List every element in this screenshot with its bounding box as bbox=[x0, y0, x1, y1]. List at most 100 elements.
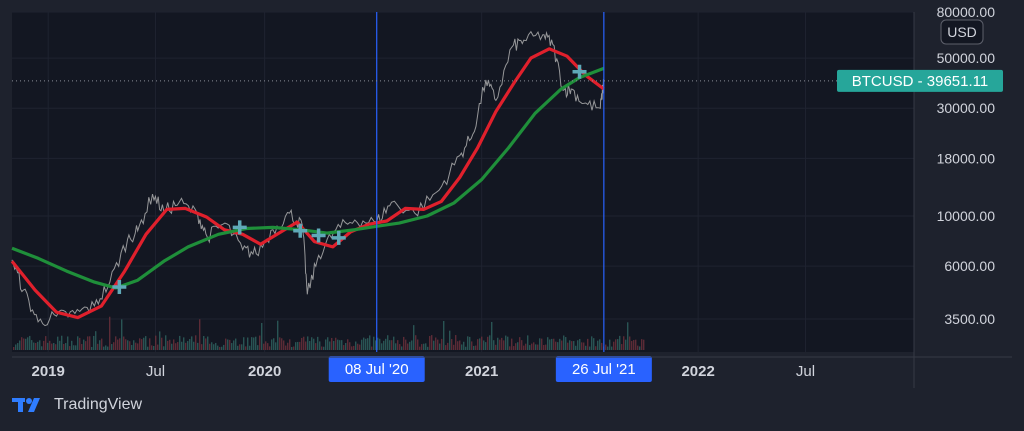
volume-bar bbox=[585, 345, 587, 350]
volume-bar bbox=[265, 341, 267, 350]
volume-bar bbox=[175, 343, 177, 350]
volume-bar bbox=[553, 338, 555, 350]
volume-bar bbox=[215, 342, 217, 350]
volume-bar bbox=[423, 343, 425, 350]
volume-bar bbox=[587, 338, 589, 350]
volume-bar bbox=[385, 338, 387, 350]
volume-bar bbox=[521, 340, 523, 350]
volume-bar bbox=[149, 338, 151, 350]
volume-bar bbox=[225, 338, 227, 350]
volume-bar bbox=[375, 340, 377, 350]
volume-bar bbox=[331, 337, 333, 350]
volume-bar bbox=[387, 335, 389, 350]
volume-bar bbox=[313, 338, 315, 350]
volume-bar bbox=[37, 341, 39, 350]
volume-bar bbox=[379, 338, 381, 350]
volume-bar bbox=[573, 341, 575, 350]
volume-bar bbox=[339, 340, 341, 350]
volume-bar bbox=[213, 344, 215, 350]
volume-bar bbox=[25, 338, 27, 350]
volume-bar bbox=[77, 336, 79, 350]
price-tag-bg bbox=[837, 69, 1003, 92]
volume-bar bbox=[307, 336, 309, 350]
volume-bar bbox=[439, 343, 441, 350]
volume-bar bbox=[23, 338, 25, 350]
volume-bar bbox=[619, 335, 621, 350]
volume-bar bbox=[425, 343, 427, 350]
brand-name: TradingView bbox=[54, 396, 143, 413]
volume-bar bbox=[243, 337, 245, 350]
volume-bar bbox=[451, 339, 453, 350]
volume-bar bbox=[511, 338, 513, 350]
volume-bar bbox=[169, 339, 171, 350]
volume-bar bbox=[105, 345, 107, 350]
volume-bar bbox=[199, 319, 201, 350]
volume-bar bbox=[443, 320, 445, 350]
volume-bar bbox=[83, 339, 85, 350]
volume-bar bbox=[491, 321, 493, 350]
volume-bar bbox=[613, 341, 615, 350]
volume-bar bbox=[293, 346, 295, 350]
volume-bar bbox=[185, 342, 187, 350]
y-tick-label: 6000.00 bbox=[944, 258, 995, 274]
volume-bar bbox=[389, 340, 391, 350]
volume-bar bbox=[115, 336, 117, 350]
volume-bar bbox=[413, 325, 415, 350]
volume-bar bbox=[455, 335, 457, 350]
volume-bar bbox=[309, 341, 311, 350]
volume-bar bbox=[49, 340, 51, 350]
volume-bar bbox=[597, 340, 599, 350]
volume-bar bbox=[567, 342, 569, 350]
axes: 3500.00 6000.00 10000.00 18000.00 30000.00 50… bbox=[12, 4, 1012, 388]
volume-bar bbox=[145, 336, 147, 350]
volume-bar bbox=[183, 337, 185, 350]
volume-bar bbox=[267, 343, 269, 350]
tradingview-logo-icon bbox=[12, 398, 40, 412]
volume-bar bbox=[107, 346, 109, 350]
volume-bar bbox=[493, 340, 495, 350]
volume-bar bbox=[161, 337, 163, 350]
volume-bar bbox=[605, 344, 607, 350]
volume-bar bbox=[153, 345, 155, 350]
volume-bar bbox=[381, 343, 383, 350]
volume-bar bbox=[89, 336, 91, 350]
volume-bar bbox=[137, 343, 139, 350]
x-tick-label: Jul bbox=[146, 363, 165, 380]
volume-bar bbox=[471, 341, 473, 350]
volume-bar bbox=[45, 336, 47, 350]
volume-bar bbox=[133, 340, 135, 350]
volume-bar bbox=[367, 338, 369, 350]
volume-bar bbox=[643, 339, 645, 350]
volume-bar bbox=[113, 342, 115, 350]
volume-bar bbox=[75, 345, 77, 350]
volume-bar bbox=[97, 343, 99, 350]
volume-bar bbox=[621, 344, 623, 350]
volume-bar bbox=[287, 342, 289, 350]
volume-bar bbox=[73, 345, 75, 350]
volume-bar bbox=[337, 339, 339, 350]
volume-bar bbox=[91, 346, 93, 350]
volume-bar bbox=[87, 336, 89, 350]
volume-bar bbox=[361, 339, 363, 350]
volume-bar bbox=[507, 336, 509, 350]
volume-bar bbox=[335, 337, 337, 350]
volume-bar bbox=[433, 340, 435, 350]
overlay: BTCUSD - 39651.11 USD bbox=[12, 19, 1003, 294]
volume-bar bbox=[235, 338, 237, 350]
volume-bar bbox=[537, 344, 539, 350]
volume-bar bbox=[139, 338, 141, 350]
volume-bar bbox=[173, 339, 175, 350]
volume-bar bbox=[555, 341, 557, 350]
y-tick-label: 30000.00 bbox=[937, 100, 996, 116]
volume-bar bbox=[469, 336, 471, 350]
volume-bar bbox=[485, 342, 487, 350]
volume-bar bbox=[419, 346, 421, 350]
volume-bar bbox=[163, 346, 165, 350]
volume-bar bbox=[329, 341, 331, 350]
currency-badge[interactable] bbox=[940, 19, 984, 45]
brand[interactable]: TradingView bbox=[12, 396, 142, 414]
volume-bar bbox=[323, 346, 325, 350]
volume-bar bbox=[275, 342, 277, 350]
volume-bar bbox=[181, 341, 183, 350]
